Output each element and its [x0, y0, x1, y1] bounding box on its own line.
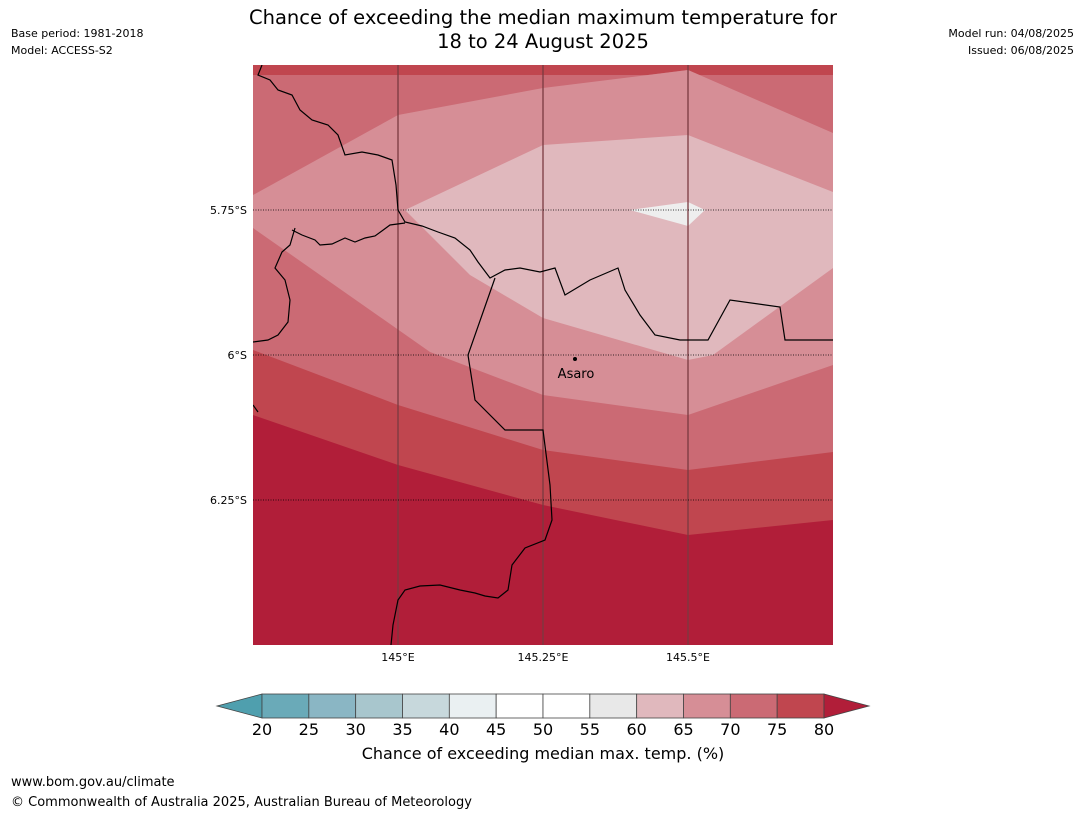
- colorbar-extend-above: [823, 693, 871, 719]
- colorbar-cell-25-30: [308, 693, 357, 719]
- colorbar-cell-45-50: [495, 693, 544, 719]
- model-run-text: Model run: 04/08/2025: [948, 27, 1074, 40]
- title-line-2: 18 to 24 August 2025: [437, 30, 649, 53]
- asaro-marker: [573, 357, 577, 361]
- colorbar-tick-65: 65: [673, 720, 693, 739]
- contour-band-60-65: [405, 135, 833, 360]
- colorbar-cells: [261, 693, 825, 719]
- colorbar-tick-60: 60: [626, 720, 646, 739]
- base-period-text: Base period: 1981-2018: [11, 27, 144, 40]
- colorbar-cell-40-45: [448, 693, 497, 719]
- colorbar-cell-65-70: [683, 693, 731, 719]
- colorbar-tick-35: 35: [392, 720, 412, 739]
- colorbar-tick-labels: 20 25 30 35 40 45 50 55 60 65 70 75 80: [252, 720, 834, 739]
- map-title: Chance of exceeding the median maximum t…: [143, 6, 943, 54]
- colorbar-cell-75-80: [776, 693, 825, 719]
- lon-label-145-25: 145.25°E: [518, 651, 569, 664]
- colorbar-tick-80: 80: [814, 720, 834, 739]
- colorbar-cell-35-40: [402, 693, 450, 719]
- issued-text: Issued: 06/08/2025: [967, 44, 1074, 57]
- colorbar-title: Chance of exceeding median max. temp. (%…: [361, 744, 725, 763]
- title-line-1: Chance of exceeding the median maximum t…: [248, 6, 838, 29]
- metadata-right: Model run: 04/08/2025 Issued: 06/08/2025: [948, 25, 1074, 59]
- colorbar-tick-50: 50: [533, 720, 553, 739]
- colorbar-tick-70: 70: [720, 720, 740, 739]
- province-boundaries: [253, 65, 833, 645]
- lat-label-6-25: 6.25°S: [210, 494, 247, 507]
- colorbar-cell-55-60: [589, 693, 638, 719]
- asaro-label: Asaro: [558, 367, 595, 382]
- colorbar-tick-30: 30: [345, 720, 365, 739]
- longitude-labels: 145°E 145.25°E 145.5°E: [381, 651, 710, 664]
- colorbar-cell-50-55: [542, 693, 591, 719]
- colorbar-tick-25: 25: [299, 720, 319, 739]
- colorbar-extend-below: [215, 693, 263, 719]
- latitude-labels: 5.75°S 6°S 6.25°S: [210, 204, 247, 507]
- map: Asaro 5.75°S 6°S 6.25°S 145°E 145.25°E 1…: [210, 65, 833, 664]
- lat-label-6: 6°S: [228, 349, 247, 362]
- colorbar-cell-70-75: [729, 693, 778, 719]
- colorbar-tick-20: 20: [252, 720, 272, 739]
- lon-label-145: 145°E: [381, 651, 414, 664]
- footer-url[interactable]: www.bom.gov.au/climate: [11, 775, 175, 790]
- lat-label-5-75: 5.75°S: [210, 204, 247, 217]
- colorbar-tick-40: 40: [439, 720, 459, 739]
- footer-copyright: © Commonwealth of Australia 2025, Austra…: [11, 795, 472, 810]
- colorbar-tick-45: 45: [486, 720, 506, 739]
- colorbar-tick-75: 75: [767, 720, 787, 739]
- lon-label-145-5: 145.5°E: [666, 651, 710, 664]
- metadata-left: Base period: 1981-2018 Model: ACCESS-S2: [11, 25, 143, 59]
- probability-contours: [253, 65, 833, 645]
- colorbar-tick-55: 55: [580, 720, 600, 739]
- contour-band-55-60: [630, 202, 705, 226]
- colorbar-cell-20-25: [261, 693, 310, 719]
- model-text: Model: ACCESS-S2: [11, 44, 113, 57]
- colorbar-cell-60-65: [636, 693, 684, 719]
- latitude-gridlines: [253, 209, 833, 501]
- colorbar-cell-30-35: [355, 693, 403, 719]
